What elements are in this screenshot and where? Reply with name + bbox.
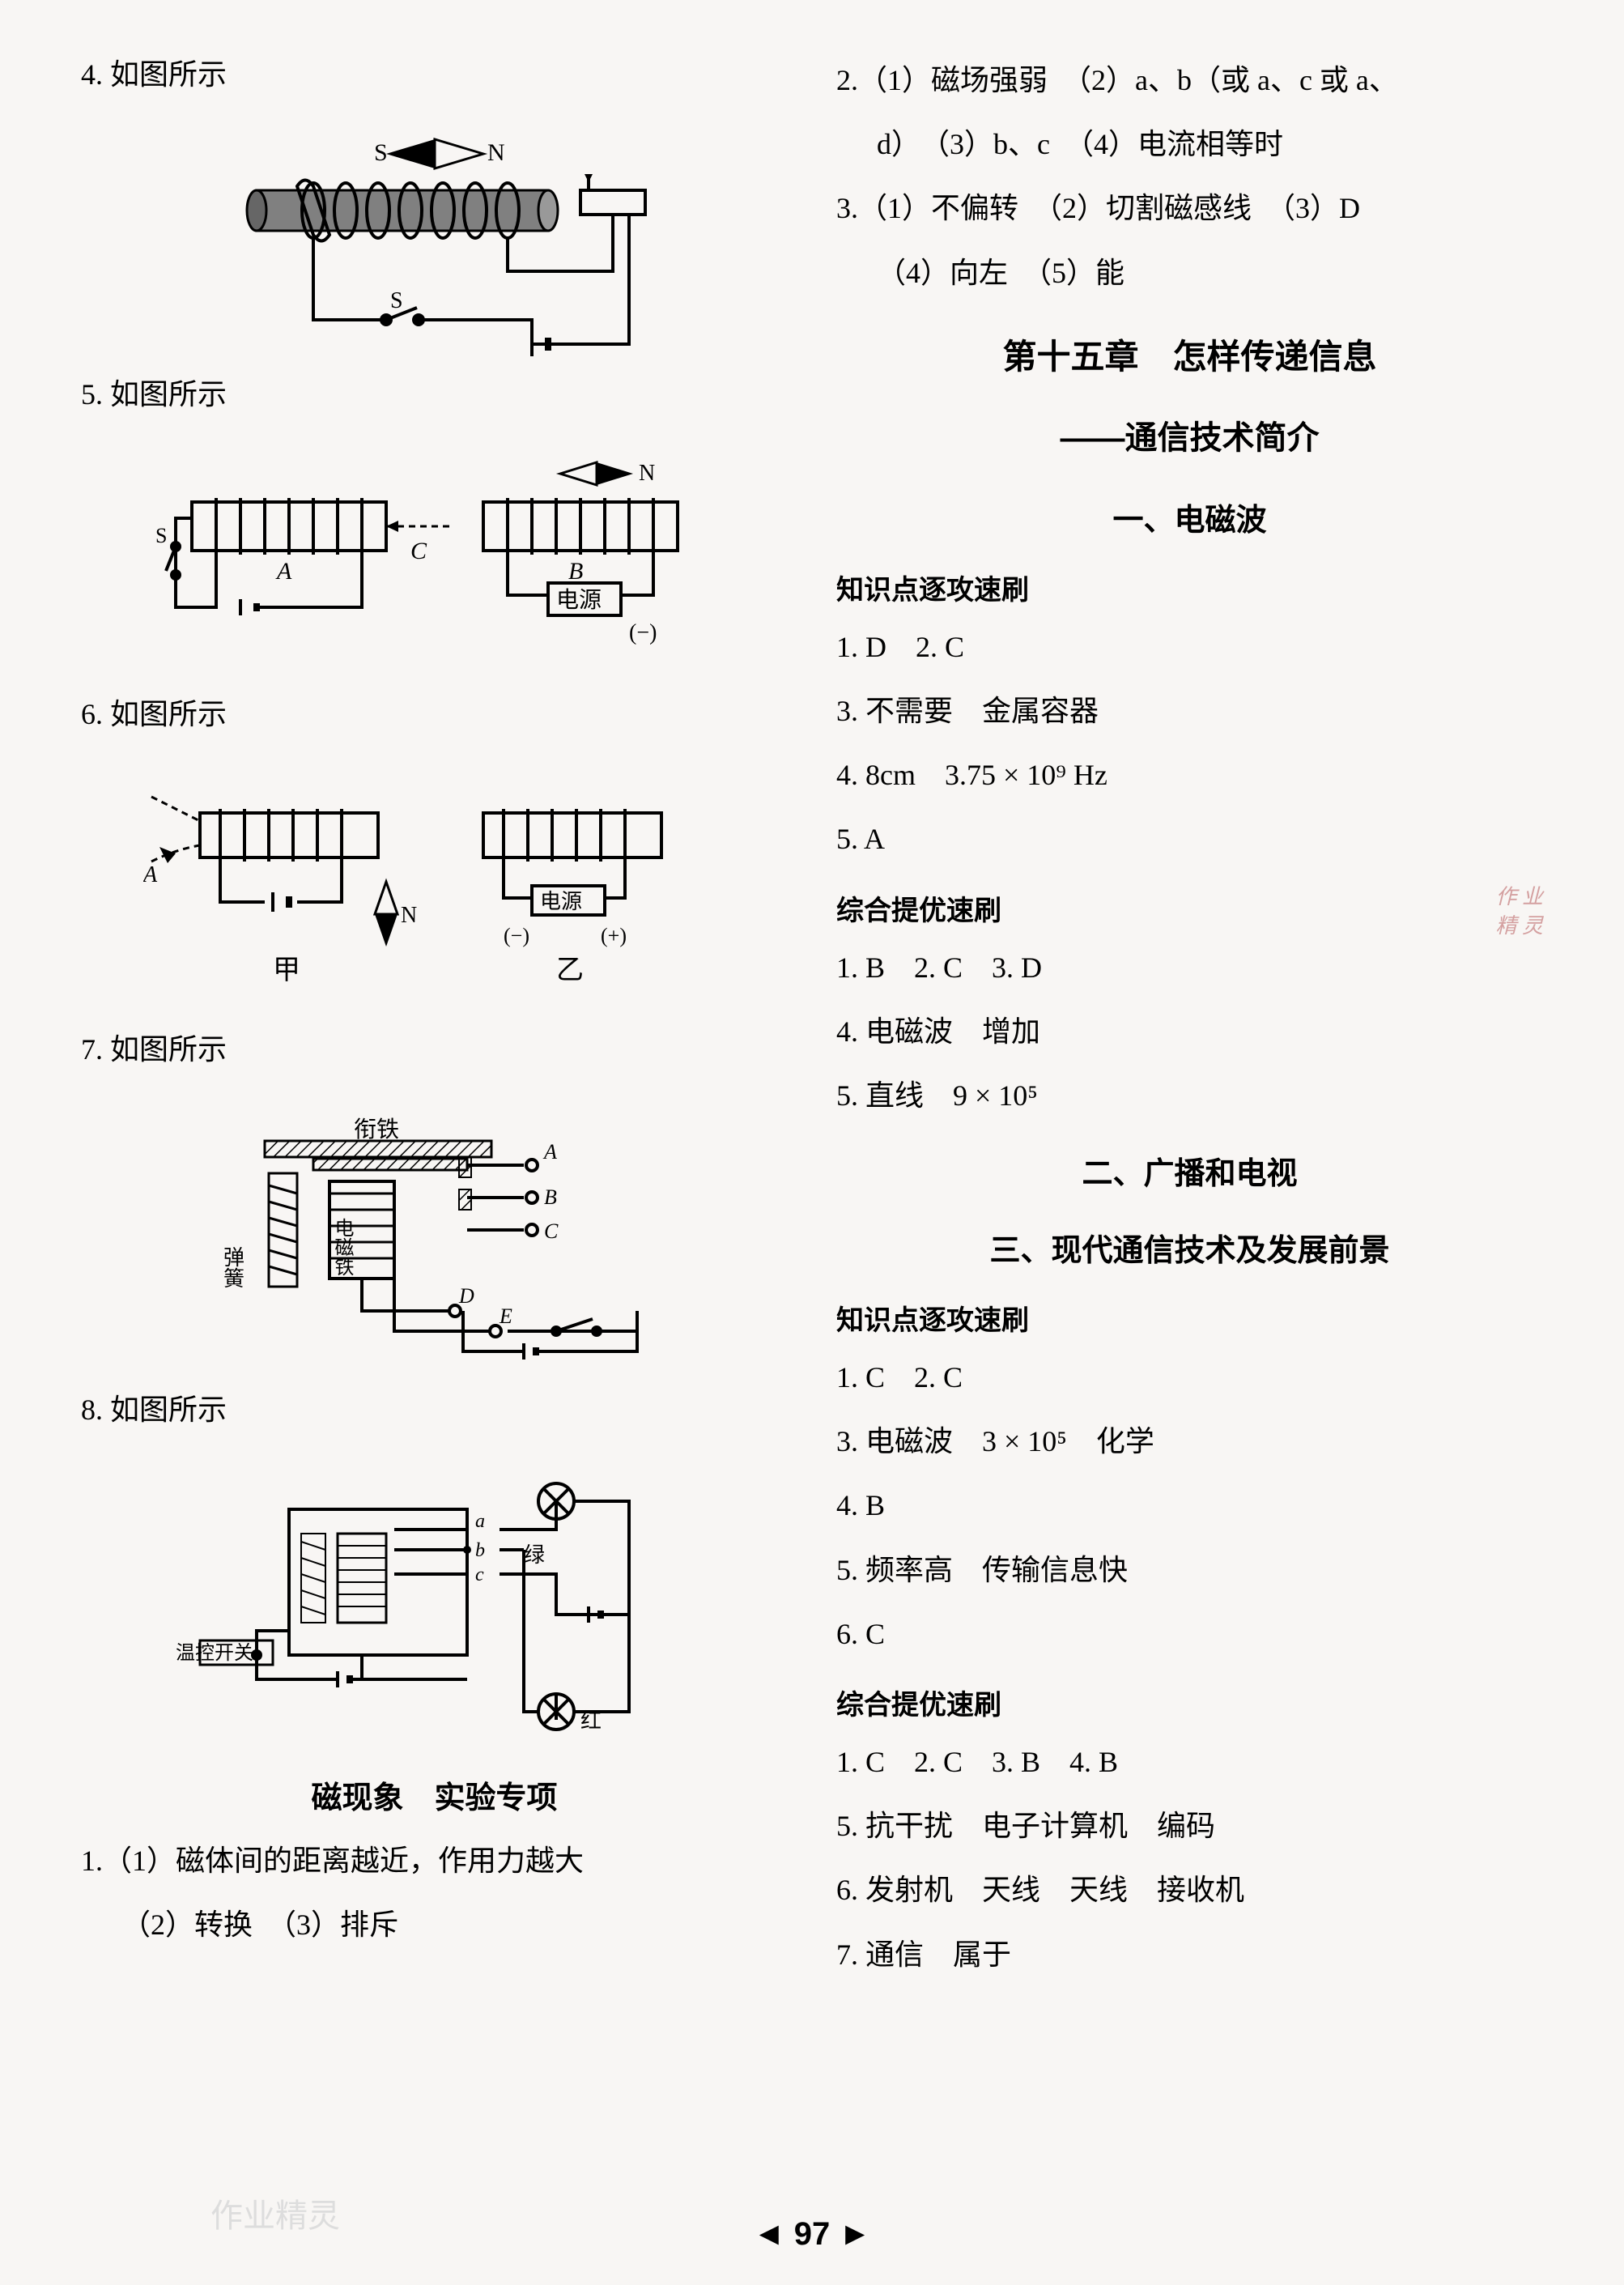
t3-l3: 4. B — [836, 1474, 1543, 1538]
left-column: 4. 如图所示 S N — [81, 49, 788, 1987]
figure-4: S N — [208, 134, 661, 360]
q4-label: 4. 如图所示 — [81, 58, 227, 91]
r-a2-2: d） （3）b、c （4）电流相等时 — [836, 113, 1543, 177]
fig5-a-label: A — [275, 558, 292, 585]
fig7-a-label: A — [542, 1140, 557, 1164]
r-a3-2: （4）向左 （5）能 — [836, 241, 1543, 305]
topic3-title: 三、现代通信技术及发展前景 — [836, 1225, 1543, 1270]
topic2-title: 二、广播和电视 — [836, 1148, 1543, 1193]
fig5-power-label: 电源 — [556, 587, 602, 613]
stamp-l1: 作 业 — [1495, 883, 1543, 912]
fig8-a-label: a — [475, 1511, 485, 1532]
fig6-minus-label: (−) — [504, 924, 529, 947]
fig6-plus-label: (+) — [601, 924, 627, 947]
sh2: 综合提优速刷 — [836, 888, 1543, 928]
question-7: 7. 如图所示 — [81, 1023, 788, 1076]
t1-l1: 1. D 2. C — [836, 615, 1543, 679]
chapter-title: 第十五章 怎样传递信息 — [836, 330, 1543, 379]
watermark: 作业精灵 — [210, 2189, 340, 2236]
question-4: 4. 如图所示 — [81, 49, 788, 101]
fig8-b-label: b — [475, 1540, 485, 1561]
left-section-title: 磁现象 实验专项 — [81, 1772, 788, 1817]
fig6-cap2: 乙 — [556, 955, 584, 985]
fig5-c-label: C — [410, 538, 427, 564]
t3-l9: 7. 通信 属于 — [836, 1923, 1543, 1987]
t3-l1: 1. C 2. C — [836, 1346, 1543, 1410]
t3-l2: 3. 电磁波 3 × 10⁵ 化学 — [836, 1410, 1543, 1474]
fig6-n-label: N — [401, 903, 417, 928]
question-6: 6. 如图所示 — [81, 688, 788, 741]
t3-l7: 5. 抗干扰 电子计算机 编码 — [836, 1794, 1543, 1858]
t1-l7: 5. 直线 9 × 10⁵ — [836, 1064, 1543, 1128]
fig5-s-label: S — [155, 524, 167, 547]
r-a2-1: 2.（1）磁场强弱 （2）a、b（或 a、c 或 a、 — [836, 49, 1543, 113]
fig7-e-label: E — [499, 1304, 512, 1328]
q7-label: 7. 如图所示 — [81, 1033, 227, 1066]
sh4: 综合提优速刷 — [836, 1683, 1543, 1722]
fig7-hx-label: 衔铁 — [354, 1117, 399, 1142]
figure-8: a b c 温控开关 — [176, 1469, 694, 1744]
fig6-power-label: 电源 — [540, 890, 582, 913]
left-a1-1: 1.（1）磁体间的距离越近，作用力越大 — [81, 1829, 788, 1893]
chapter-subtitle: ——通信技术简介 — [836, 411, 1543, 458]
t3-l5: 6. C — [836, 1602, 1543, 1666]
page-num-value: 97 — [794, 2216, 831, 2252]
q6-label: 6. 如图所示 — [81, 698, 227, 730]
t3-l4: 5. 频率高 传输信息快 — [836, 1538, 1543, 1602]
fig8-c-label: c — [475, 1564, 484, 1585]
left-a1-2: （2）转换 （3）排斥 — [81, 1893, 788, 1957]
t3-l8: 6. 发射机 天线 天线 接收机 — [836, 1858, 1543, 1922]
question-5: 5. 如图所示 — [81, 368, 788, 421]
fig7-b-label: B — [544, 1185, 557, 1209]
fig5-b-label: B — [568, 558, 583, 585]
fig4-switch-label: S — [390, 288, 403, 313]
t1-l5: 1. B 2. C 3. D — [836, 936, 1543, 1000]
t3-l6: 1. C 2. C 3. B 4. B — [836, 1730, 1543, 1794]
t1-l3: 4. 8cm 3.75 × 10⁹ Hz — [836, 743, 1543, 807]
fig5-n-label: N — [639, 461, 655, 486]
sh3: 知识点逐攻速刷 — [836, 1298, 1543, 1338]
t1-l4: 5. A — [836, 807, 1543, 871]
right-column: 2.（1）磁场强弱 （2）a、b（或 a、c 或 a、 d） （3）b、c （4… — [836, 49, 1543, 1987]
stamp: 作 业 精 灵 — [1495, 883, 1543, 942]
question-8: 8. 如图所示 — [81, 1384, 788, 1436]
t1-l6: 4. 电磁波 增加 — [836, 1000, 1543, 1064]
fig6-a-label: A — [143, 862, 158, 887]
fig7-th-label: 弹簧 — [220, 1246, 244, 1288]
t1-l2: 3. 不需要 金属容器 — [836, 679, 1543, 743]
q8-label: 8. 如图所示 — [81, 1394, 227, 1426]
stamp-l2: 精 灵 — [1495, 912, 1543, 941]
fig7-c-label: C — [544, 1219, 559, 1243]
sh1: 知识点逐攻速刷 — [836, 568, 1543, 607]
fig4-n-label: N — [487, 139, 505, 166]
fig6-cap1: 甲 — [273, 955, 300, 985]
fig8-green-label: 绿 — [524, 1543, 545, 1567]
q5-label: 5. 如图所示 — [81, 378, 227, 411]
figure-5: A S C N — [143, 453, 726, 680]
figure-7: 衔铁 电磁铁 弹簧 A B — [184, 1108, 686, 1376]
figure-6: A N 甲 — [143, 772, 726, 1015]
fig7-d-label: D — [458, 1284, 474, 1308]
r-a3-1: 3.（1）不偏转 （2）切割磁感线 （3）D — [836, 177, 1543, 240]
fig8-red-label: 红 — [580, 1709, 602, 1733]
topic1-title: 一、电磁波 — [836, 495, 1543, 539]
fig7-dct-label: 电磁铁 — [331, 1218, 354, 1276]
fig4-s-label: S — [374, 139, 388, 166]
page-number: 97 — [753, 2216, 871, 2253]
fig8-wk-label: 温控开关 — [176, 1642, 253, 1664]
fig5-minus-label: (−) — [629, 620, 657, 645]
